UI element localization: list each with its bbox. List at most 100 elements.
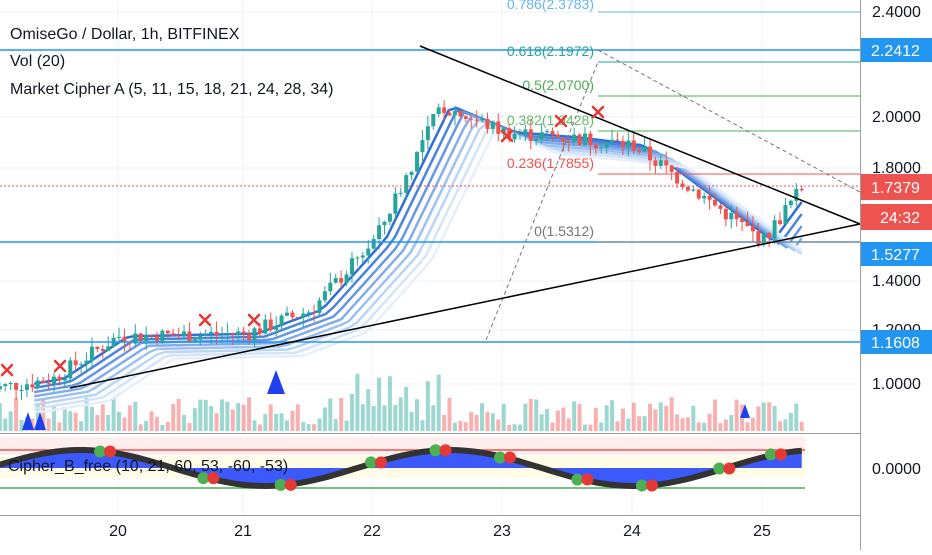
volume-bar [19, 419, 24, 431]
volume-bar [783, 419, 788, 431]
volume-bar [79, 421, 84, 431]
volume-bar [100, 404, 105, 431]
candle [593, 142, 598, 155]
fib-lines [485, 11, 861, 341]
volume-bar [458, 420, 463, 431]
candle [523, 124, 528, 141]
wave-dot-green [571, 473, 584, 486]
volume-bar [268, 404, 273, 431]
candle [415, 151, 420, 173]
volume-bar [382, 405, 387, 431]
candle [626, 130, 631, 157]
volume-bar [745, 422, 750, 431]
volume-bar [203, 399, 208, 431]
candle [713, 193, 718, 207]
volume-bar [84, 397, 89, 431]
wave-dot-red [439, 444, 452, 457]
candle [658, 154, 663, 170]
wave-dot-green [429, 444, 442, 457]
wave-dot-red [207, 472, 220, 485]
time-label: 25 [753, 523, 771, 540]
volume-bar [230, 409, 235, 431]
volume-bar [366, 389, 371, 431]
fib-label-0236: 0.236(1.7855) [507, 155, 594, 171]
candle [138, 332, 143, 342]
chart-title: OmiseGo / Dollar, 1h, BITFINEX [10, 26, 240, 43]
wave-dot-green [94, 445, 107, 458]
volume-bar [393, 405, 398, 431]
candle [458, 110, 463, 118]
volume-bar [767, 402, 772, 431]
volume-bar [165, 421, 170, 431]
volume-bar [117, 411, 122, 431]
pane-separators [0, 0, 861, 550]
candle [328, 272, 333, 296]
volume-bar [409, 412, 414, 431]
volume-bar [566, 418, 571, 431]
volume-bar [154, 416, 159, 431]
volume-bar [474, 414, 479, 431]
candle [268, 312, 273, 333]
volume-bar [447, 397, 452, 431]
candle [46, 373, 51, 389]
candle [30, 373, 35, 393]
candle [734, 206, 739, 227]
volume-bar [507, 424, 512, 431]
candle [393, 186, 398, 220]
candle [295, 316, 300, 319]
candle [767, 231, 772, 248]
candle [528, 119, 533, 150]
volume-bar [778, 421, 783, 431]
volume-bar [588, 424, 593, 431]
candle [718, 202, 723, 215]
volume-bar [599, 422, 604, 431]
volume-bar [425, 381, 430, 431]
candle [778, 212, 783, 226]
wave-dot-red [723, 462, 736, 475]
volume-bar [539, 414, 544, 431]
wave-dot-red [504, 451, 516, 464]
wave-line [0, 446, 803, 490]
volume-bar [236, 403, 241, 431]
candle [664, 151, 669, 174]
volume-bar [89, 407, 94, 431]
volume-bar [675, 414, 680, 431]
volume-bar [350, 394, 355, 431]
candle [599, 144, 604, 154]
candle [0, 381, 2, 393]
candle [209, 326, 214, 344]
candle [550, 127, 555, 142]
volume-bars [0, 373, 804, 431]
volume-bar [176, 398, 181, 431]
candle [480, 114, 485, 123]
volume-bar [517, 424, 522, 431]
volume-bar [610, 400, 615, 431]
candle [203, 329, 208, 337]
volume-bar [750, 417, 755, 431]
wave-dot-red [104, 445, 117, 458]
volume-bar [761, 402, 766, 431]
candle [794, 183, 799, 207]
candle [144, 326, 149, 351]
volume-bar [306, 424, 311, 431]
volume-bar [192, 408, 197, 431]
volume-bar [496, 419, 501, 431]
candle [496, 113, 501, 142]
volume-bar [523, 403, 528, 431]
candle [95, 346, 100, 353]
candle [236, 327, 241, 343]
fib-label-0382: 0.382(1.9428) [507, 112, 594, 128]
candle [604, 141, 609, 154]
volume-bar [0, 403, 2, 431]
volume-bar [415, 399, 420, 431]
volume-bar [788, 412, 793, 431]
volume-bar [225, 401, 230, 431]
subindicator-label: Cipher_B_free (10, 21, 60, 53, -60, -53) [8, 458, 288, 475]
volume-bar [35, 403, 40, 431]
candle [637, 146, 642, 155]
wave-dot-green [494, 451, 506, 464]
volume-bar [322, 407, 327, 431]
time-label: 20 [109, 523, 127, 540]
candle [62, 374, 67, 388]
candle [182, 324, 187, 339]
